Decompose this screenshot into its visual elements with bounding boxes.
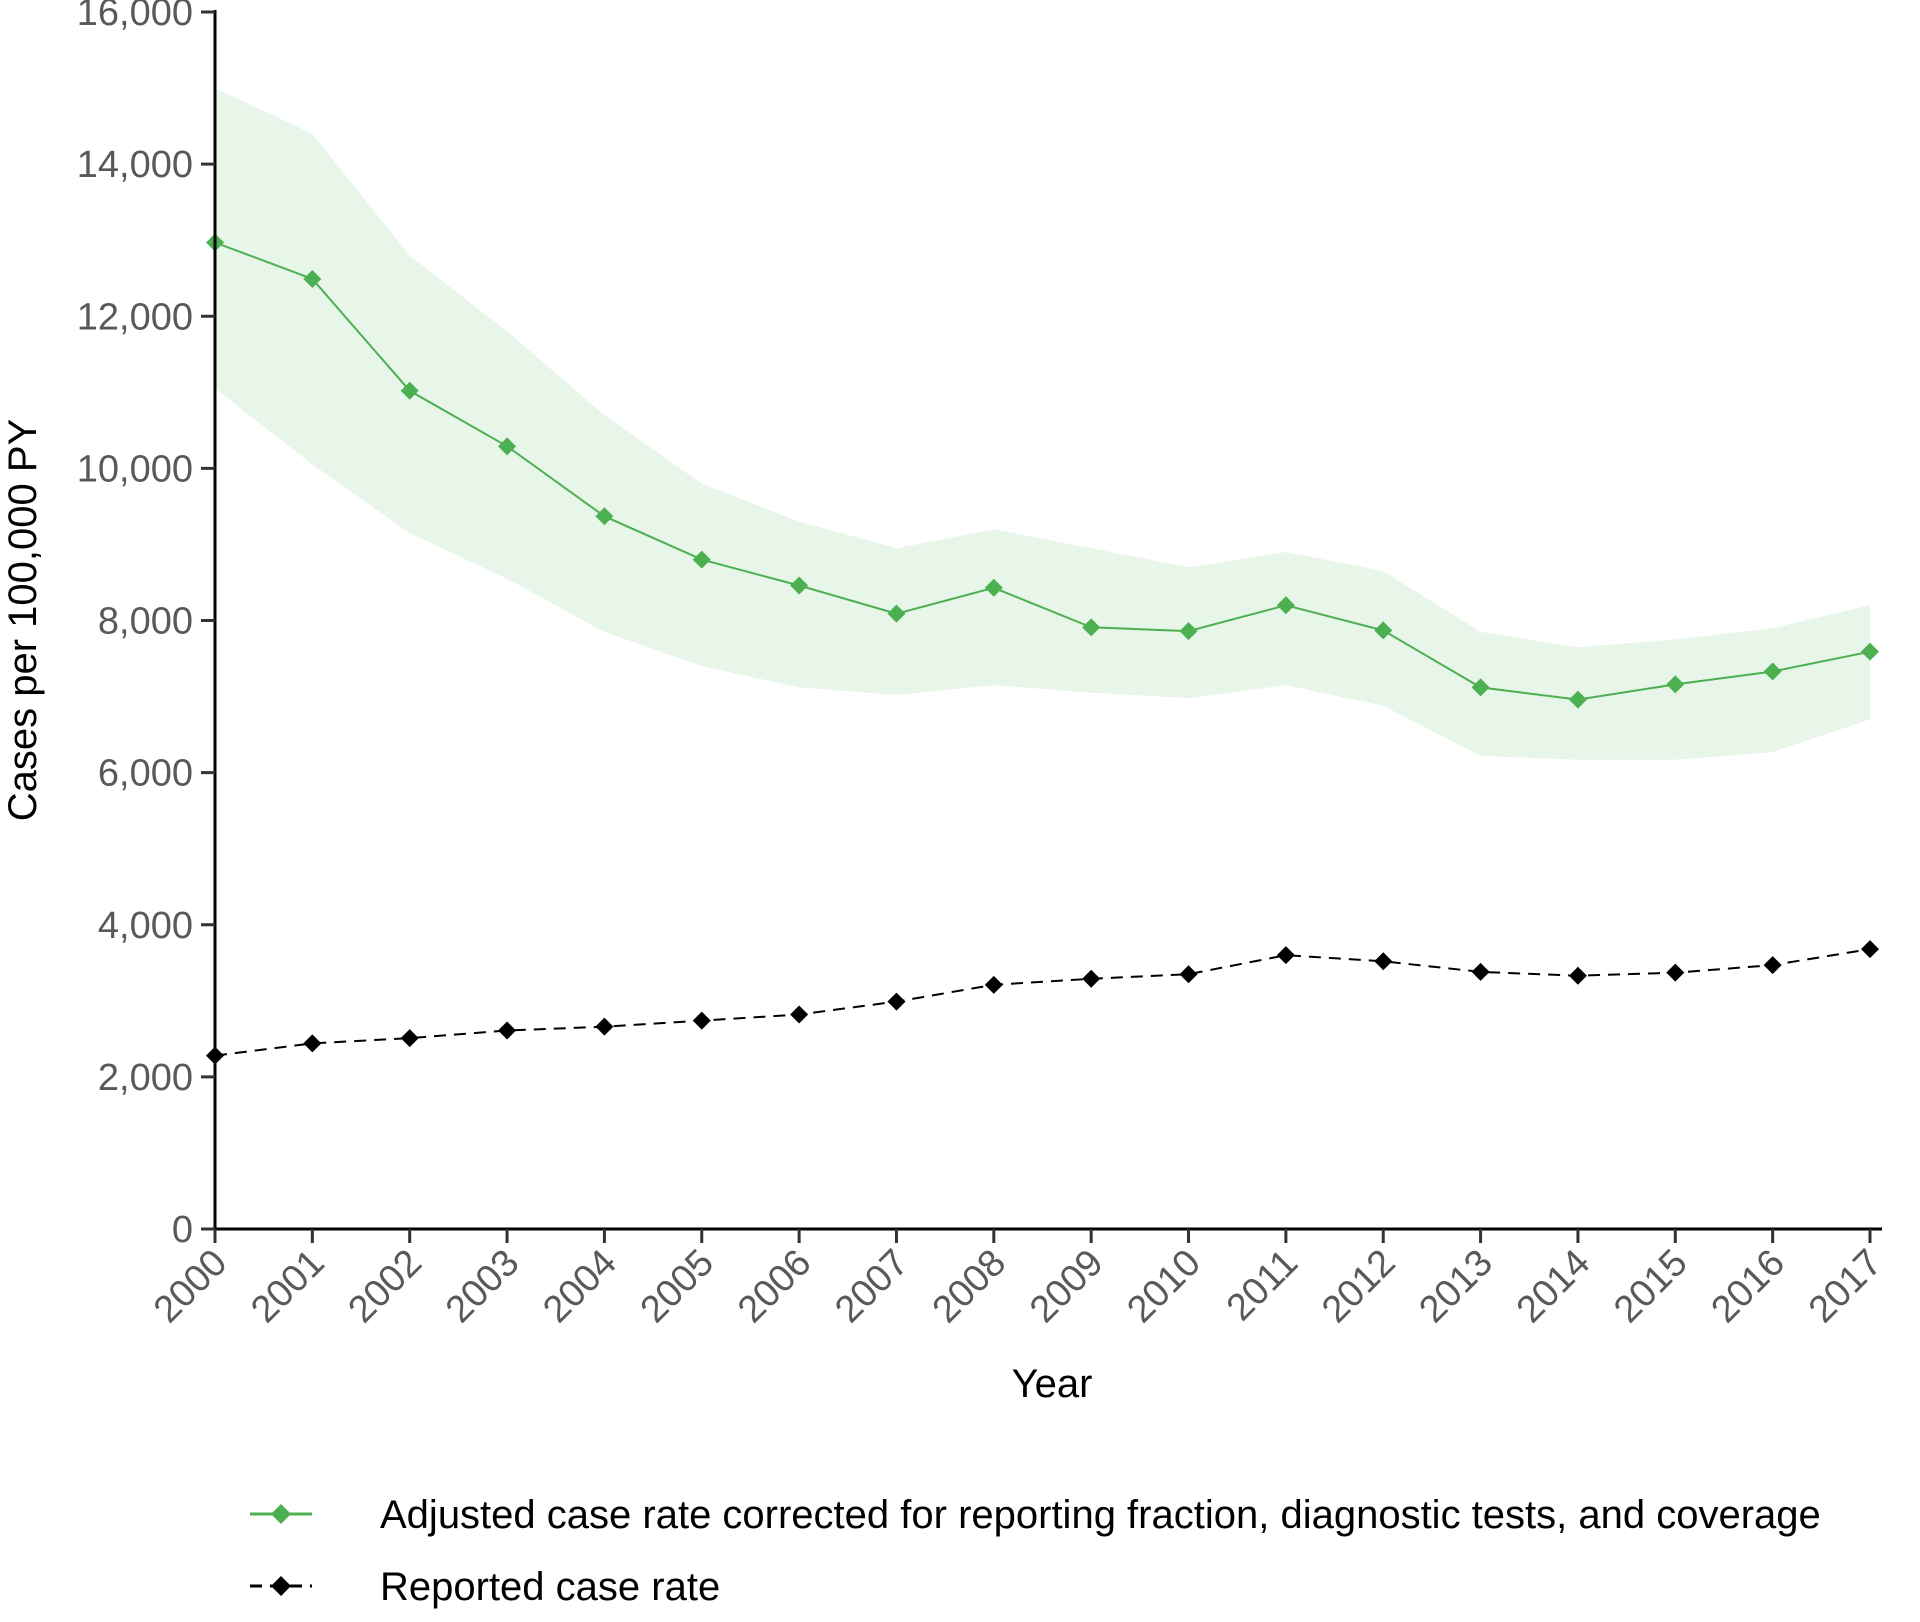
data-point <box>1082 618 1101 637</box>
y-ticks: 0 2,000 4,000 6,000 8,000 10,000 12,000 14,000 1… <box>77 0 215 1251</box>
x-tick-label: 2001 <box>243 1242 332 1331</box>
data-point <box>1666 963 1685 982</box>
y-axis-title: Cases per 100,000 PY <box>1 419 45 821</box>
x-tick-label: 2017 <box>1801 1242 1890 1331</box>
data-point <box>303 269 322 288</box>
confidence-band <box>215 88 1870 760</box>
x-tick-label: 2008 <box>925 1242 1014 1331</box>
legend-item-reported: Reported case rate <box>250 1565 720 1609</box>
data-point <box>1861 642 1879 661</box>
data-point <box>1179 622 1198 641</box>
data-point <box>790 1005 809 1024</box>
data-point <box>1082 969 1101 988</box>
data-point <box>790 576 809 595</box>
data-point <box>1568 966 1587 985</box>
data-point <box>1471 678 1490 697</box>
data-point <box>692 1011 711 1030</box>
series-adjusted <box>206 233 1879 709</box>
x-tick-label: 2006 <box>730 1242 819 1331</box>
y-tick-label: 10,000 <box>77 448 193 490</box>
plot-area: 0 2,000 4,000 6,000 8,000 10,000 12,000 14,000 1… <box>77 0 1891 1331</box>
legend-swatch-adjusted-marker <box>271 1504 291 1524</box>
y-tick-label: 14,000 <box>77 144 193 186</box>
x-tick-label: 2011 <box>1219 1242 1306 1329</box>
data-point <box>1763 662 1782 681</box>
data-point <box>1179 965 1198 984</box>
data-point <box>498 1021 517 1040</box>
x-tick-label: 2005 <box>633 1242 722 1331</box>
data-point <box>595 1017 614 1036</box>
data-point <box>1666 675 1685 694</box>
x-tick-label: 2007 <box>827 1242 916 1331</box>
y-tick-label: 12,000 <box>77 296 193 338</box>
x-tick-label: 2000 <box>146 1242 235 1331</box>
y-tick-label: 8,000 <box>98 601 193 643</box>
data-point <box>1568 690 1587 709</box>
data-point <box>887 604 906 623</box>
legend: Adjusted case rate corrected for reporti… <box>250 1493 1821 1609</box>
y-tick-label: 4,000 <box>98 905 193 947</box>
data-point <box>887 992 906 1011</box>
data-point <box>1471 962 1490 981</box>
data-point <box>984 578 1003 597</box>
data-point <box>692 550 711 569</box>
y-tick-label: 2,000 <box>98 1057 193 1099</box>
data-point <box>1374 621 1393 640</box>
x-tick-label: 2012 <box>1314 1242 1403 1331</box>
data-point <box>303 1034 322 1053</box>
x-tick-label: 2004 <box>535 1242 624 1331</box>
data-point <box>595 507 614 526</box>
data-point <box>400 1029 419 1048</box>
series-line <box>214 241 1871 701</box>
data-point <box>1763 956 1782 975</box>
data-point <box>400 381 419 400</box>
x-tick-label: 2009 <box>1022 1242 1111 1331</box>
legend-label-adjusted: Adjusted case rate corrected for reporti… <box>380 1493 1821 1537</box>
x-axis-title: Year <box>1012 1362 1093 1406</box>
x-tick-label: 2002 <box>341 1242 430 1331</box>
x-tick-label: 2013 <box>1411 1242 1500 1331</box>
x-tick-label: 2010 <box>1119 1242 1208 1331</box>
series-reported <box>206 940 1879 1065</box>
x-tick-label: 2016 <box>1704 1242 1793 1331</box>
data-point <box>1374 952 1393 971</box>
y-tick-label: 6,000 <box>98 753 193 795</box>
data-point <box>984 975 1003 994</box>
x-ticks: 2000 2001 2002 2003 2004 2005 2006 2007 2008 2009… <box>146 1229 1890 1331</box>
x-tick-label: 2003 <box>438 1242 527 1331</box>
y-tick-label: 16,000 <box>77 0 193 34</box>
y-tick-label: 0 <box>172 1209 193 1251</box>
data-point <box>498 437 517 456</box>
data-point <box>1276 596 1295 615</box>
x-tick-label: 2015 <box>1606 1242 1695 1331</box>
series-line <box>214 948 1871 1057</box>
legend-item-adjusted: Adjusted case rate corrected for reporti… <box>250 1493 1821 1537</box>
legend-swatch-reported-marker <box>271 1576 291 1596</box>
x-tick-label: 2014 <box>1509 1242 1598 1331</box>
legend-label-reported: Reported case rate <box>380 1565 720 1609</box>
data-point <box>1861 940 1879 959</box>
data-point <box>1276 946 1295 965</box>
